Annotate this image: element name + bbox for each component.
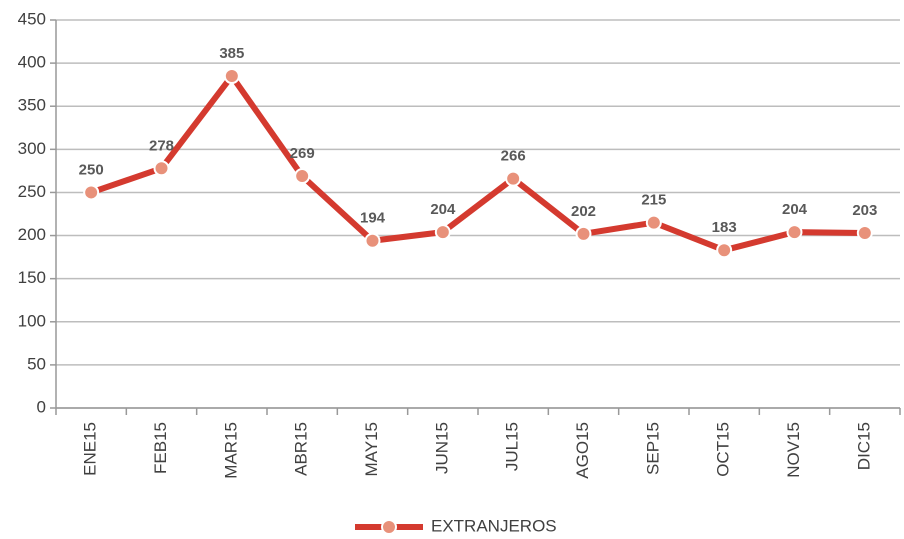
data-label: 203 [852, 202, 877, 219]
y-tick-label: 450 [18, 9, 46, 28]
data-label: 183 [712, 219, 737, 236]
x-tick-label: ENE15 [81, 422, 100, 476]
point [223, 68, 240, 85]
x-tick-label: NOV15 [784, 422, 803, 478]
legend-label: EXTRANJEROS [431, 516, 557, 535]
legend-marker [381, 519, 397, 535]
point [505, 170, 522, 187]
point [83, 184, 100, 201]
point [645, 214, 662, 231]
x-tick-label: MAR15 [221, 422, 240, 479]
y-tick-label: 50 [27, 354, 46, 373]
y-tick-label: 200 [18, 225, 46, 244]
point [153, 160, 170, 177]
x-tick-label: JUL15 [503, 422, 522, 471]
x-tick-label: AGO15 [573, 422, 592, 479]
x-tick-label: MAY15 [362, 422, 381, 477]
data-label: 269 [290, 145, 315, 162]
data-label: 204 [430, 201, 456, 218]
y-tick-label: 300 [18, 139, 46, 158]
data-label: 250 [79, 161, 104, 178]
x-tick-label: ABR15 [292, 422, 311, 476]
data-label: 194 [360, 210, 386, 227]
data-label: 266 [501, 148, 526, 165]
data-label: 385 [219, 45, 244, 62]
data-label: 202 [571, 203, 596, 220]
x-tick-label: FEB15 [151, 422, 170, 474]
point [716, 242, 733, 259]
y-tick-label: 100 [18, 311, 46, 330]
point [856, 224, 873, 241]
series-line [90, 73, 865, 254]
point [786, 224, 803, 241]
point [364, 232, 381, 249]
y-tick-label: 0 [37, 397, 46, 416]
x-tick-label: OCT15 [714, 422, 733, 477]
x-tick-label: SEP15 [643, 422, 662, 475]
point [294, 168, 311, 185]
data-label: 204 [782, 201, 808, 218]
x-tick-label: DIC15 [854, 422, 873, 470]
y-tick-label: 400 [18, 53, 46, 72]
point [434, 224, 451, 241]
y-tick-label: 250 [18, 182, 46, 201]
y-tick-label: 350 [18, 96, 46, 115]
data-label: 278 [149, 137, 174, 154]
point [575, 225, 592, 242]
x-tick-label: JUN15 [432, 422, 451, 474]
y-tick-label: 150 [18, 268, 46, 287]
data-label: 215 [641, 192, 666, 209]
